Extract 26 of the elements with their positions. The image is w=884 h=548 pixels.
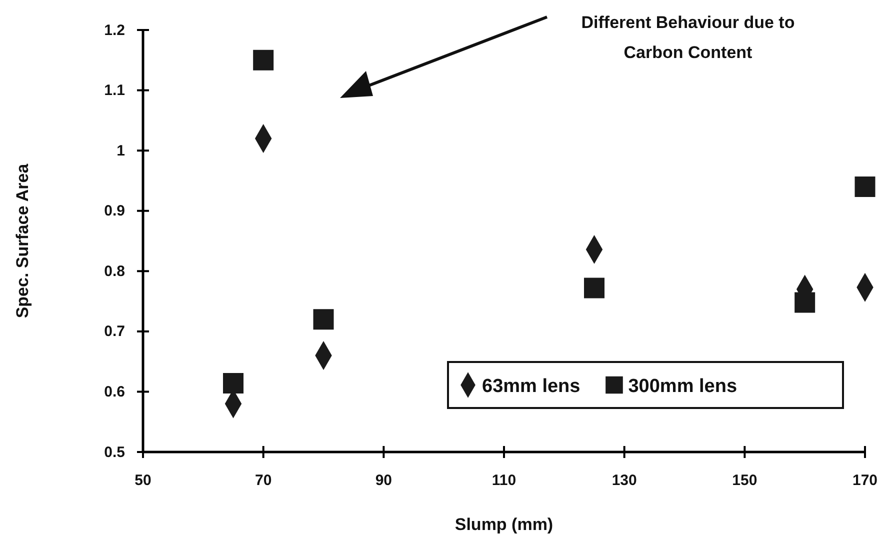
y-tick-label: 1 — [116, 142, 125, 160]
legend-label: 300mm lens — [628, 376, 738, 397]
point — [313, 309, 334, 330]
point — [584, 278, 604, 298]
x-tick-label: 130 — [612, 472, 637, 489]
y-tick-label: 0.8 — [104, 262, 125, 280]
y-axis-title: Spec. Surface Area — [13, 163, 32, 318]
y-tick-label: 0.7 — [104, 323, 125, 340]
y-tick-label: 1.1 — [104, 82, 125, 100]
point — [854, 176, 876, 197]
annotation: Different Behaviour due to Carbon Content — [581, 13, 795, 62]
x-tick-label: 150 — [732, 472, 758, 489]
y-tick-label: 0.5 — [104, 444, 125, 461]
x-tick-label: 90 — [375, 472, 392, 489]
point — [253, 50, 274, 70]
point — [794, 292, 816, 313]
x-tick-label: 110 — [492, 472, 516, 489]
x-tick-label: 170 — [852, 472, 878, 489]
x-tick-label: 50 — [134, 472, 152, 489]
legend-label: 63mm lens — [482, 376, 580, 397]
y-tick-label: 0.9 — [104, 202, 125, 220]
x-tick-label: 70 — [254, 472, 272, 489]
y-tick-label: 0.6 — [104, 384, 125, 401]
y-tick-label: 1.2 — [104, 22, 125, 39]
point — [223, 373, 244, 394]
x-axis-title: Slump (mm) — [454, 515, 554, 534]
